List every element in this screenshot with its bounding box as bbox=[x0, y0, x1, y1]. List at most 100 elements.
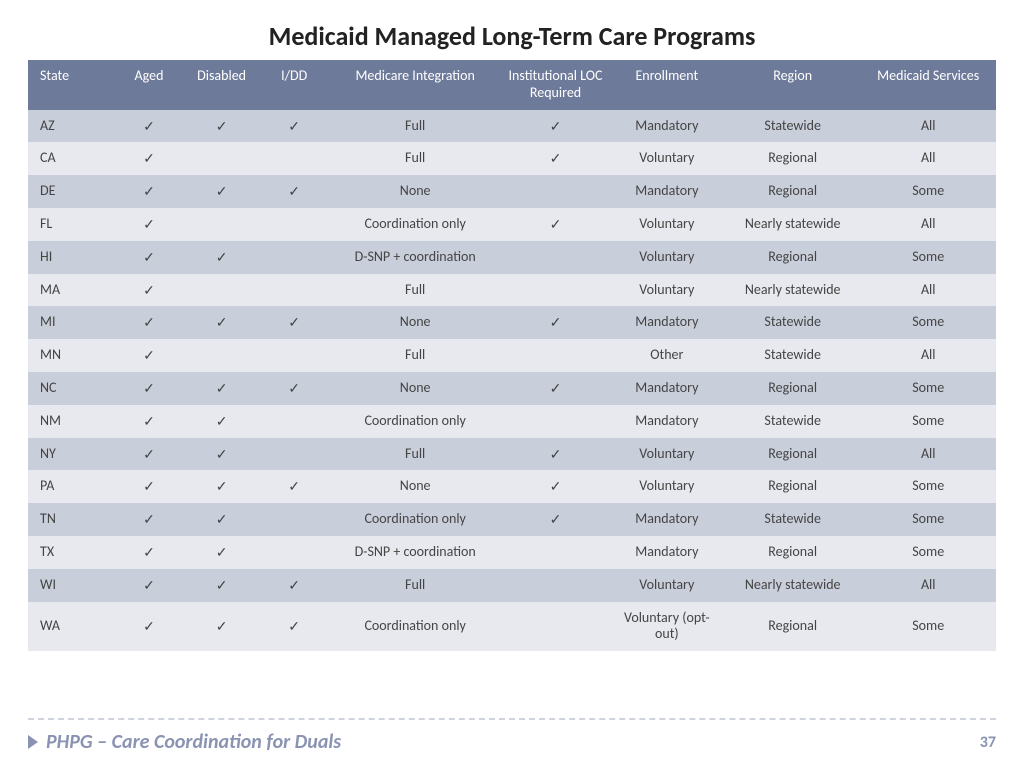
programs-table: StateAgedDisabledI/DDMedicare Integratio… bbox=[28, 60, 996, 651]
services-cell: All bbox=[860, 569, 996, 602]
region-cell: Regional bbox=[725, 536, 861, 569]
state-cell: CA bbox=[28, 142, 115, 175]
enrollment-cell: Voluntary bbox=[609, 241, 725, 274]
services-cell: Some bbox=[860, 306, 996, 339]
idd-cell: ✓ bbox=[260, 306, 328, 339]
integration-cell: Coordination only bbox=[328, 208, 502, 241]
services-cell: All bbox=[860, 274, 996, 307]
enrollment-cell: Mandatory bbox=[609, 110, 725, 143]
idd-cell bbox=[260, 142, 328, 175]
services-cell: All bbox=[860, 208, 996, 241]
services-cell: Some bbox=[860, 602, 996, 652]
region-cell: Statewide bbox=[725, 503, 861, 536]
integration-cell: Full bbox=[328, 110, 502, 143]
services-cell: Some bbox=[860, 503, 996, 536]
region-cell: Nearly statewide bbox=[725, 274, 861, 307]
loc-cell: ✓ bbox=[502, 503, 608, 536]
loc-cell: ✓ bbox=[502, 470, 608, 503]
state-cell: TN bbox=[28, 503, 115, 536]
aged-cell: ✓ bbox=[115, 470, 183, 503]
integration-cell: Full bbox=[328, 339, 502, 372]
idd-cell: ✓ bbox=[260, 372, 328, 405]
loc-cell bbox=[502, 175, 608, 208]
table-row: DE✓✓✓NoneMandatoryRegionalSome bbox=[28, 175, 996, 208]
aged-cell: ✓ bbox=[115, 602, 183, 652]
integration-cell: Coordination only bbox=[328, 503, 502, 536]
slide: Medicaid Managed Long-Term Care Programs… bbox=[0, 0, 1024, 768]
aged-cell: ✓ bbox=[115, 438, 183, 471]
column-header: Region bbox=[725, 60, 861, 110]
aged-cell: ✓ bbox=[115, 241, 183, 274]
table-row: MI✓✓✓None✓MandatoryStatewideSome bbox=[28, 306, 996, 339]
disabled-cell: ✓ bbox=[183, 175, 260, 208]
aged-cell: ✓ bbox=[115, 110, 183, 143]
loc-cell: ✓ bbox=[502, 110, 608, 143]
disabled-cell: ✓ bbox=[183, 241, 260, 274]
enrollment-cell: Voluntary bbox=[609, 208, 725, 241]
disabled-cell: ✓ bbox=[183, 438, 260, 471]
region-cell: Regional bbox=[725, 602, 861, 652]
idd-cell: ✓ bbox=[260, 602, 328, 652]
column-header: State bbox=[28, 60, 115, 110]
integration-cell: None bbox=[328, 175, 502, 208]
integration-cell: Coordination only bbox=[328, 602, 502, 652]
integration-cell: None bbox=[328, 372, 502, 405]
region-cell: Regional bbox=[725, 470, 861, 503]
table-row: NY✓✓Full✓VoluntaryRegionalAll bbox=[28, 438, 996, 471]
aged-cell: ✓ bbox=[115, 274, 183, 307]
table-row: FL✓Coordination only✓VoluntaryNearly sta… bbox=[28, 208, 996, 241]
integration-cell: Full bbox=[328, 569, 502, 602]
loc-cell bbox=[502, 405, 608, 438]
enrollment-cell: Voluntary bbox=[609, 569, 725, 602]
services-cell: Some bbox=[860, 536, 996, 569]
table-row: TN✓✓Coordination only✓MandatoryStatewide… bbox=[28, 503, 996, 536]
integration-cell: Full bbox=[328, 142, 502, 175]
region-cell: Nearly statewide bbox=[725, 569, 861, 602]
footer-text: PHPG – Care Coordination for Duals bbox=[46, 730, 341, 754]
region-cell: Regional bbox=[725, 175, 861, 208]
table-row: MN✓FullOtherStatewideAll bbox=[28, 339, 996, 372]
disabled-cell: ✓ bbox=[183, 306, 260, 339]
region-cell: Regional bbox=[725, 241, 861, 274]
disabled-cell: ✓ bbox=[183, 110, 260, 143]
state-cell: WA bbox=[28, 602, 115, 652]
disabled-cell: ✓ bbox=[183, 470, 260, 503]
loc-cell: ✓ bbox=[502, 208, 608, 241]
region-cell: Regional bbox=[725, 438, 861, 471]
region-cell: Nearly statewide bbox=[725, 208, 861, 241]
state-cell: AZ bbox=[28, 110, 115, 143]
enrollment-cell: Mandatory bbox=[609, 175, 725, 208]
column-header: Enrollment bbox=[609, 60, 725, 110]
services-cell: Some bbox=[860, 372, 996, 405]
disabled-cell: ✓ bbox=[183, 503, 260, 536]
loc-cell: ✓ bbox=[502, 372, 608, 405]
services-cell: All bbox=[860, 339, 996, 372]
integration-cell: None bbox=[328, 470, 502, 503]
loc-cell: ✓ bbox=[502, 142, 608, 175]
state-cell: MA bbox=[28, 274, 115, 307]
integration-cell: Coordination only bbox=[328, 405, 502, 438]
table-row: PA✓✓✓None✓VoluntaryRegionalSome bbox=[28, 470, 996, 503]
state-cell: NC bbox=[28, 372, 115, 405]
state-cell: MN bbox=[28, 339, 115, 372]
aged-cell: ✓ bbox=[115, 339, 183, 372]
table-row: NM✓✓Coordination onlyMandatoryStatewideS… bbox=[28, 405, 996, 438]
state-cell: NM bbox=[28, 405, 115, 438]
services-cell: All bbox=[860, 110, 996, 143]
services-cell: Some bbox=[860, 241, 996, 274]
state-cell: PA bbox=[28, 470, 115, 503]
integration-cell: D-SNP + coordination bbox=[328, 536, 502, 569]
region-cell: Statewide bbox=[725, 339, 861, 372]
state-cell: TX bbox=[28, 536, 115, 569]
table-row: CA✓Full✓VoluntaryRegionalAll bbox=[28, 142, 996, 175]
enrollment-cell: Mandatory bbox=[609, 536, 725, 569]
enrollment-cell: Voluntary bbox=[609, 142, 725, 175]
idd-cell: ✓ bbox=[260, 470, 328, 503]
enrollment-cell: Voluntary bbox=[609, 274, 725, 307]
loc-cell bbox=[502, 241, 608, 274]
loc-cell: ✓ bbox=[502, 438, 608, 471]
table-row: HI✓✓D-SNP + coordinationVoluntaryRegiona… bbox=[28, 241, 996, 274]
aged-cell: ✓ bbox=[115, 175, 183, 208]
column-header: Disabled bbox=[183, 60, 260, 110]
idd-cell bbox=[260, 274, 328, 307]
